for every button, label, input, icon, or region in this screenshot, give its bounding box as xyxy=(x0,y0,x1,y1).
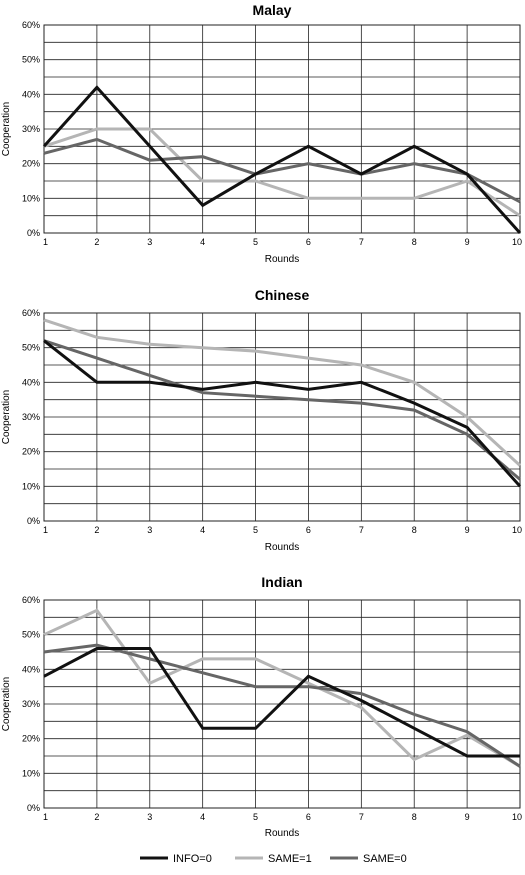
legend-item-same1: SAME=1 xyxy=(235,853,312,865)
series-line-same0 xyxy=(43,137,521,204)
x-tick-label: 8 xyxy=(412,812,417,822)
series-line-info0 xyxy=(42,85,522,235)
x-tick-label: 1 xyxy=(43,812,48,822)
x-tick-label: 3 xyxy=(147,812,152,822)
x-tick-label: 6 xyxy=(306,525,311,535)
y-tick-label: 50% xyxy=(22,343,40,353)
x-tick-label: 2 xyxy=(94,525,99,535)
series-line-info0 xyxy=(43,647,520,758)
series-line-same1 xyxy=(43,127,521,217)
y-tick-label: 10% xyxy=(22,768,40,778)
y-tick-label: 40% xyxy=(22,377,40,387)
x-tick-label: 2 xyxy=(94,812,99,822)
x-tick-label: 6 xyxy=(306,812,311,822)
grid xyxy=(43,24,521,234)
y-tick-labels: 0% 10% 20% 30% 40% 50% 60% xyxy=(22,595,40,813)
x-tick-label: 5 xyxy=(253,525,258,535)
x-axis-label: Rounds xyxy=(265,542,299,553)
x-tick-label: 8 xyxy=(412,525,417,535)
y-tick-label: 50% xyxy=(22,55,40,65)
x-tick-label: 6 xyxy=(306,237,311,247)
y-tick-label: 20% xyxy=(22,447,40,457)
y-tick-label: 10% xyxy=(22,193,40,203)
y-tick-label: 0% xyxy=(27,803,40,813)
y-tick-label: 0% xyxy=(27,516,40,526)
y-tick-label: 20% xyxy=(22,734,40,744)
y-tick-label: 30% xyxy=(22,412,40,422)
grid xyxy=(43,312,521,522)
y-tick-labels: 0% 10% 20% 30% 40% 50% 60% xyxy=(22,308,40,526)
x-tick-label: 7 xyxy=(359,237,364,247)
series-lines xyxy=(43,608,521,768)
x-tick-labels: 1 2 3 4 5 6 7 8 9 10 xyxy=(43,812,522,822)
x-tick-labels: 1 2 3 4 5 6 7 8 9 10 xyxy=(43,237,522,247)
y-tick-label: 10% xyxy=(22,481,40,491)
x-tick-label: 10 xyxy=(512,812,522,822)
plot-frame xyxy=(43,599,521,809)
x-tick-label: 5 xyxy=(253,237,258,247)
x-tick-label: 10 xyxy=(512,237,522,247)
chart-title: Malay xyxy=(253,2,292,18)
series-line-info0 xyxy=(43,339,522,488)
y-tick-label: 0% xyxy=(27,228,40,238)
legend: INFO=0 SAME=1 SAME=0 xyxy=(140,853,407,865)
x-tick-label: 1 xyxy=(43,237,48,247)
x-tick-label: 2 xyxy=(94,237,99,247)
series-line-same1 xyxy=(43,608,521,768)
series-line-same0 xyxy=(43,339,521,481)
series-line-same0 xyxy=(43,643,521,768)
y-axis-label: Cooperation xyxy=(1,390,12,444)
legend-label: SAME=0 xyxy=(363,853,407,865)
legend-item-info0: INFO=0 xyxy=(140,853,212,865)
x-tick-labels: 1 2 3 4 5 6 7 8 9 10 xyxy=(43,525,522,535)
series-lines xyxy=(43,318,522,488)
x-axis-label: Rounds xyxy=(265,828,299,839)
x-tick-label: 4 xyxy=(200,812,205,822)
x-tick-label: 7 xyxy=(359,525,364,535)
plot-frame xyxy=(43,24,521,234)
x-tick-label: 7 xyxy=(359,812,364,822)
plot-frame xyxy=(43,312,521,522)
x-tick-label: 9 xyxy=(465,525,470,535)
series-line-same1 xyxy=(43,318,522,467)
chart-panel-malay: Malay 0% 10% 20% 30% 40% 50% 60% 1 2 3 4 5 6 7 8 9 10 R… xyxy=(1,2,522,265)
x-tick-label: 1 xyxy=(43,525,48,535)
chart-panel-indian: Indian 0%10%20%30%40%50%60% 1 2 3 4 5 6 7 8 9 10 … xyxy=(1,574,522,839)
x-tick-label: 5 xyxy=(253,812,258,822)
series-lines xyxy=(42,85,522,235)
x-tick-label: 3 xyxy=(147,237,152,247)
y-tick-label: 20% xyxy=(22,159,40,169)
y-tick-label: 60% xyxy=(22,20,40,30)
legend-item-same0: SAME=0 xyxy=(330,853,407,865)
x-tick-label: 3 xyxy=(147,525,152,535)
chart-title: Chinese xyxy=(255,287,310,303)
x-tick-label: 8 xyxy=(412,237,417,247)
y-tick-label: 60% xyxy=(22,595,40,605)
chart-panel-chinese: Chinese 0% 10% 20% 30% 40% 50% 60% 1 2 3 4 5 6 7 8 9 10… xyxy=(1,287,522,553)
x-tick-label: 4 xyxy=(200,525,205,535)
y-tick-label: 60% xyxy=(22,308,40,318)
x-tick-label: 9 xyxy=(465,237,470,247)
x-tick-label: 10 xyxy=(512,525,522,535)
x-tick-label: 9 xyxy=(465,812,470,822)
y-axis-label: Cooperation xyxy=(1,677,12,731)
x-axis-label: Rounds xyxy=(265,254,299,265)
y-tick-labels: 0% 10% 20% 30% 40% 50% 60% xyxy=(22,20,40,238)
legend-label: INFO=0 xyxy=(173,853,212,865)
y-tick-label: 50% xyxy=(22,630,40,640)
y-tick-label: 30% xyxy=(22,124,40,134)
chart-title: Indian xyxy=(261,574,302,590)
y-tick-label: 30% xyxy=(22,699,40,709)
y-tick-label: 40% xyxy=(22,664,40,674)
y-tick-label: 40% xyxy=(22,89,40,99)
y-axis-label: Cooperation xyxy=(1,102,12,156)
x-tick-label: 4 xyxy=(200,237,205,247)
legend-label: SAME=1 xyxy=(268,853,312,865)
